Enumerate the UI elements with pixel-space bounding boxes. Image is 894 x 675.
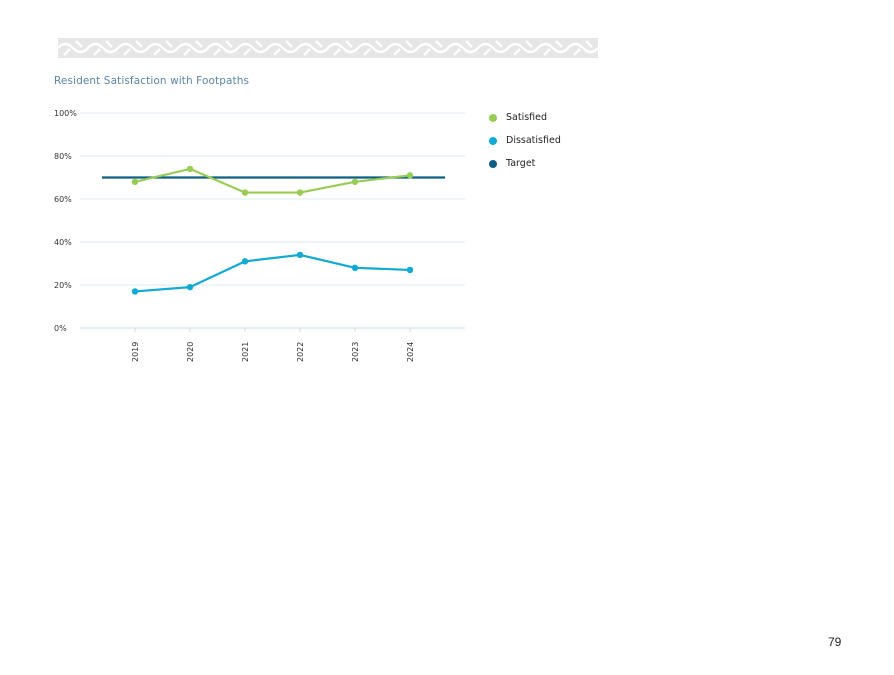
page-number: 79 — [828, 635, 842, 649]
pattern-motif — [87, 40, 119, 56]
legend-marker-satisfied — [489, 113, 497, 122]
data-point-dissatisfied-2020 — [186, 283, 194, 291]
pattern-motif — [387, 40, 419, 56]
pattern-motif — [207, 40, 239, 56]
y-tick-label-3: 60% — [54, 195, 72, 204]
y-tick-label-2: 40% — [54, 238, 72, 247]
y-tick-label-5: 100% — [54, 109, 77, 118]
series-line-dissatisfied — [134, 253, 411, 293]
x-tick-label-2021: 2021 — [241, 342, 250, 362]
data-point-satisfied-2022 — [296, 189, 304, 196]
x-tick-label-2023: 2023 — [351, 342, 360, 362]
y-tick-label-0: 0% — [54, 324, 67, 333]
x-tick-label-2020: 2020 — [186, 342, 195, 362]
chart-title: Resident Satisfaction with Footpaths — [54, 75, 250, 87]
pattern-graphic — [58, 38, 598, 58]
legend-item-dissatisfied: Dissatisfied — [488, 129, 561, 152]
data-point-dissatisfied-2021 — [241, 258, 249, 265]
pattern-motif — [177, 40, 209, 56]
decorative-pattern-banner — [58, 38, 598, 58]
pattern-motif — [147, 40, 179, 56]
data-point-satisfied-2024 — [406, 172, 414, 179]
series-line-satisfied — [134, 167, 411, 194]
pattern-motif — [297, 40, 329, 56]
legend-label-satisfied: Satisfied — [506, 112, 548, 123]
data-point-dissatisfied-2019 — [131, 288, 139, 295]
legend-marker-target — [489, 159, 497, 168]
x-tick-label-2024: 2024 — [406, 342, 415, 362]
legend-label-target: Target — [506, 158, 536, 169]
pattern-motif — [477, 40, 509, 56]
legend-item-target: Target — [488, 152, 561, 175]
legend-marker-dissatisfied — [489, 136, 497, 145]
pattern-motif — [447, 40, 479, 56]
y-tick-label-4: 80% — [54, 152, 72, 161]
x-tick-label-2019: 2019 — [131, 342, 140, 362]
legend-item-satisfied: Satisfied — [488, 106, 561, 129]
x-tick-label-2022: 2022 — [296, 342, 305, 362]
legend-label-dissatisfied: Dissatisfied — [506, 135, 561, 146]
data-point-satisfied-2023 — [351, 178, 359, 185]
pattern-motif — [327, 40, 359, 56]
pattern-motif — [567, 40, 598, 56]
pattern-motif — [237, 40, 269, 56]
y-tick-label-1: 20% — [54, 281, 72, 290]
pattern-motif — [267, 40, 299, 56]
data-point-satisfied-2020 — [186, 165, 194, 173]
pattern-motif — [357, 40, 389, 56]
data-point-satisfied-2019 — [131, 178, 139, 185]
pattern-motif — [537, 40, 569, 56]
pattern-motif — [417, 40, 449, 56]
chart-legend: Satisfied Dissatisfied Target — [488, 106, 561, 175]
data-point-dissatisfied-2024 — [406, 266, 414, 274]
pattern-motif — [117, 40, 149, 56]
data-point-dissatisfied-2023 — [351, 264, 359, 271]
data-point-satisfied-2021 — [241, 189, 249, 196]
pattern-motif — [58, 40, 89, 56]
pattern-motif — [507, 40, 539, 56]
data-point-dissatisfied-2022 — [296, 251, 304, 259]
